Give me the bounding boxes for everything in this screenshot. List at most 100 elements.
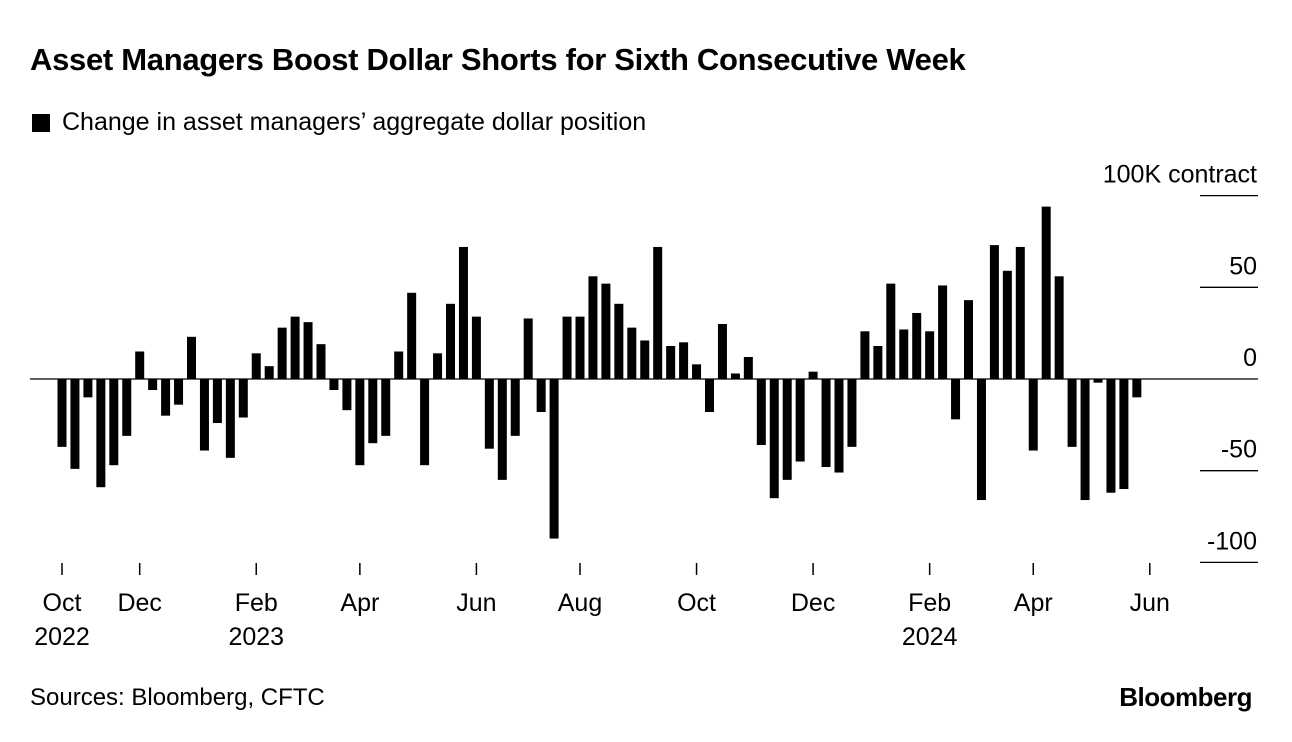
chart-title: Asset Managers Boost Dollar Shorts for S…: [30, 42, 966, 77]
x-tick-year: 2023: [228, 623, 284, 651]
bar: [471, 316, 481, 379]
bar: [1132, 379, 1142, 398]
legend: Change in asset managers’ aggregate doll…: [32, 108, 646, 137]
bar: [187, 336, 196, 379]
bar: [536, 379, 546, 413]
bar: [640, 340, 650, 379]
bar: [821, 379, 831, 468]
bar: [782, 379, 792, 480]
bar: [1002, 270, 1012, 379]
y-tick-label: 0: [1243, 344, 1257, 372]
x-tick-label: Dec: [117, 589, 161, 617]
bar: [225, 379, 235, 458]
bar: [329, 379, 339, 391]
bar: [808, 371, 818, 379]
x-tick-label: Jun: [456, 589, 496, 617]
x-tick-label: Jun: [1130, 589, 1170, 617]
bar: [614, 303, 624, 379]
y-tick-label: -100: [1207, 527, 1257, 555]
bar: [886, 283, 896, 379]
bar: [627, 327, 637, 379]
bar: [730, 373, 740, 379]
bar: [899, 329, 909, 379]
bar: [510, 379, 520, 436]
bar: [925, 331, 935, 379]
bar: [912, 312, 922, 379]
bar: [70, 379, 80, 469]
bar: [743, 356, 753, 379]
bar: [420, 379, 430, 466]
bar: [497, 379, 507, 480]
bar: [679, 342, 689, 379]
bar: [976, 379, 986, 501]
bar: [381, 379, 391, 436]
bar: [588, 276, 598, 379]
bar: [1041, 206, 1051, 379]
bar: [1054, 276, 1064, 379]
bar: [484, 379, 494, 449]
source-note: Sources: Bloomberg, CFTC: [30, 684, 325, 711]
bar: [717, 323, 727, 379]
bar: [1028, 379, 1038, 451]
bar: [1093, 379, 1103, 383]
bar: [290, 316, 300, 379]
bar: [148, 379, 158, 391]
x-tick-label: Feb: [235, 589, 278, 617]
bar: [174, 379, 184, 405]
bar: [575, 316, 585, 379]
bar: [705, 379, 714, 413]
bar: [951, 379, 961, 420]
bar: [601, 283, 611, 379]
bar: [355, 379, 365, 466]
bar: [303, 322, 313, 379]
x-tick-year: 2024: [902, 623, 958, 651]
bar: [795, 379, 805, 462]
bar: [446, 303, 455, 379]
x-tick-label: Oct: [43, 589, 82, 617]
bar: [251, 353, 261, 379]
bar: [1080, 379, 1090, 501]
bloomberg-logo: Bloomberg: [1119, 682, 1252, 712]
bar: [860, 331, 870, 379]
bar: [238, 379, 248, 418]
bar: [562, 316, 572, 379]
legend-swatch: [32, 113, 50, 132]
bar: [96, 379, 106, 488]
bar: [199, 379, 209, 451]
bar: [212, 379, 222, 424]
x-tick-label: Feb: [908, 589, 951, 617]
bar: [692, 364, 702, 379]
bar: [109, 379, 119, 466]
bar: [458, 246, 468, 379]
bar: [394, 351, 404, 379]
legend-label: Change in asset managers’ aggregate doll…: [62, 108, 647, 136]
bar: [83, 379, 93, 398]
bar: [433, 353, 443, 379]
bar: [57, 379, 67, 447]
x-tick-label: Apr: [340, 589, 379, 617]
bar: [549, 379, 559, 539]
bar: [368, 379, 378, 444]
y-tick-label: 100K contract: [1103, 161, 1257, 189]
bar: [161, 379, 171, 416]
bar: [523, 318, 533, 379]
x-tick-label: Oct: [677, 589, 716, 617]
x-tick-year: 2022: [34, 623, 90, 651]
bar: [834, 379, 844, 473]
x-tick-label: Aug: [558, 589, 602, 617]
bar: [964, 300, 973, 379]
x-tick-label: Dec: [791, 589, 835, 617]
bar: [938, 285, 948, 379]
bar: [122, 379, 132, 436]
bar: [1067, 379, 1077, 447]
bar: [666, 345, 676, 379]
bar: [135, 351, 145, 379]
bar: [407, 292, 417, 379]
bar: [316, 344, 326, 379]
bar: [873, 345, 883, 379]
bar: [653, 246, 663, 379]
x-tick-label: Apr: [1014, 589, 1053, 617]
bar: [1106, 379, 1116, 493]
bar: [1119, 379, 1129, 490]
